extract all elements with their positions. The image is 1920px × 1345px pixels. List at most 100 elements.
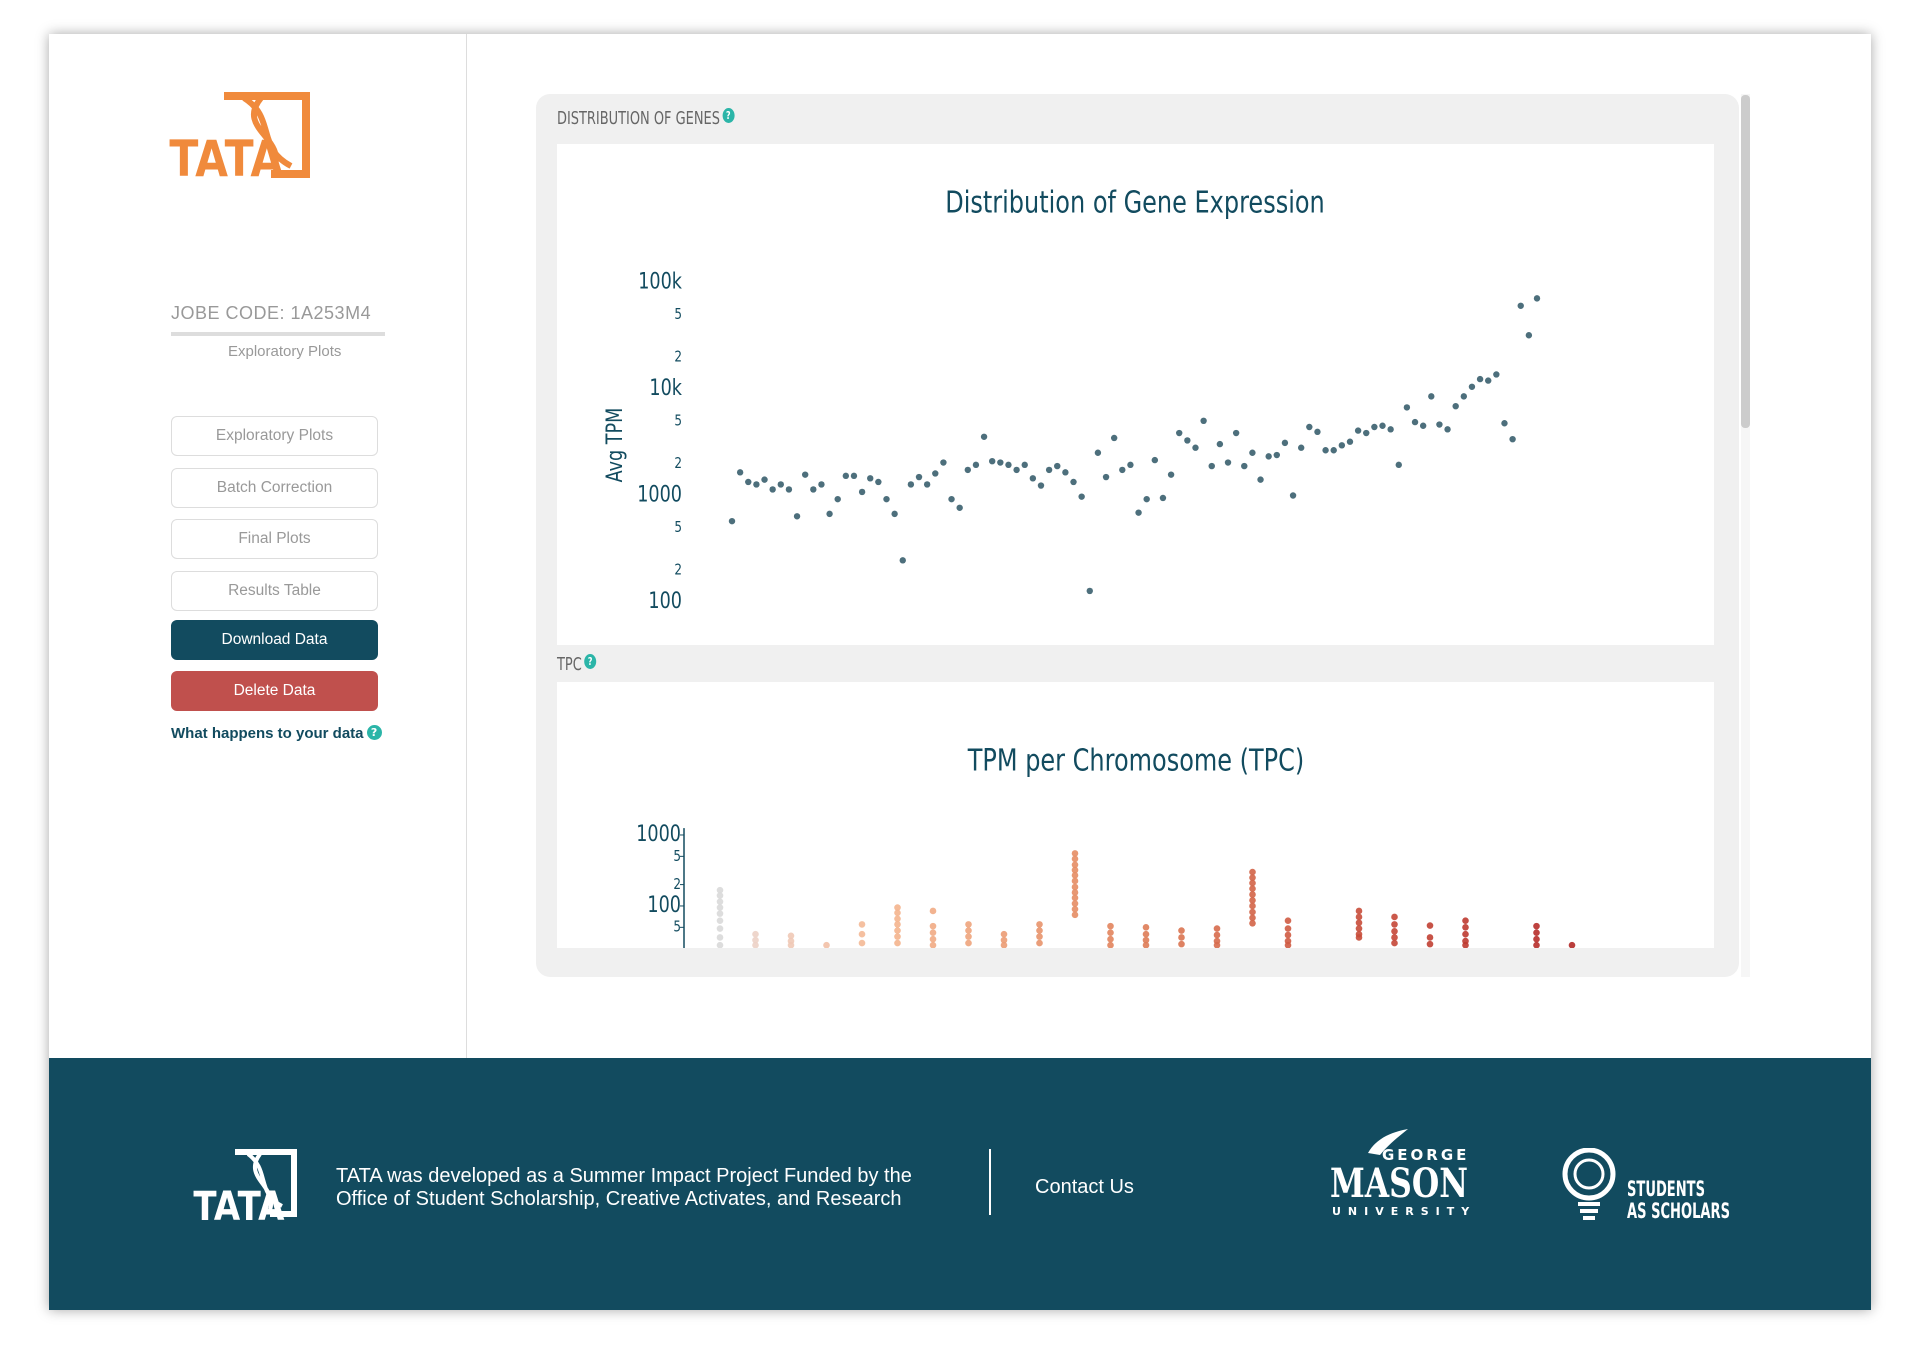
- point: [1071, 850, 1079, 857]
- point: [1127, 461, 1134, 469]
- nav-button[interactable]: Batch Correction: [171, 468, 378, 508]
- point: [716, 892, 724, 899]
- point: [1119, 466, 1126, 474]
- point: [875, 478, 882, 486]
- point: [1070, 478, 1077, 486]
- help-icon[interactable]: ?: [722, 108, 735, 123]
- point: [1533, 929, 1540, 937]
- point: [1338, 442, 1346, 449]
- logo-helix: [246, 1152, 283, 1211]
- point: [1249, 891, 1256, 898]
- point: [1071, 861, 1079, 869]
- point: [894, 939, 901, 947]
- footer-logo: TATA: [193, 1149, 297, 1223]
- y-tick-label: 2: [673, 876, 681, 894]
- point: [842, 472, 850, 480]
- point: [1330, 447, 1337, 454]
- help-icon[interactable]: ?: [584, 654, 597, 669]
- logo-text: TATA: [193, 1183, 284, 1223]
- point: [1071, 872, 1079, 879]
- point: [1281, 439, 1289, 447]
- delete-button[interactable]: Delete Data: [171, 671, 378, 711]
- y-tick-label: 100k: [638, 269, 682, 294]
- point: [1107, 922, 1114, 930]
- data-info-link[interactable]: What happens to your data: [171, 725, 364, 742]
- point: [1426, 922, 1434, 929]
- nav-button[interactable]: Exploratory Plots: [171, 416, 378, 456]
- point: [736, 469, 744, 476]
- point: [997, 459, 1004, 466]
- point: [1355, 934, 1363, 941]
- y-tick-label: 5: [674, 519, 682, 537]
- chart-title: Distribution of Gene Expression: [945, 186, 1325, 220]
- scroll-track: [1741, 94, 1750, 977]
- point: [1062, 469, 1069, 476]
- point: [1460, 393, 1468, 400]
- point: [1208, 462, 1215, 470]
- point: [1037, 482, 1045, 489]
- y-tick-label: 5: [674, 412, 682, 430]
- point: [929, 907, 937, 915]
- point: [1000, 930, 1008, 938]
- point: [1306, 423, 1313, 431]
- point: [929, 929, 937, 937]
- point: [1249, 449, 1256, 456]
- point: [964, 466, 972, 474]
- y-tick-label: 1000: [636, 821, 681, 846]
- point: [1265, 453, 1272, 460]
- point: [965, 921, 972, 928]
- point: [1036, 921, 1043, 928]
- point: [752, 941, 759, 948]
- point: [1249, 902, 1256, 910]
- point: [1029, 475, 1037, 482]
- point: [1071, 866, 1079, 874]
- point: [1322, 447, 1329, 454]
- y-axis-label: Avg TPM: [602, 408, 627, 483]
- point: [1071, 905, 1079, 913]
- bulb-base: [1578, 1202, 1600, 1220]
- point: [1135, 509, 1142, 516]
- point: [1213, 941, 1221, 948]
- point: [1110, 434, 1118, 442]
- point: [1568, 941, 1576, 948]
- point: [858, 930, 866, 938]
- point: [1363, 429, 1370, 437]
- point: [1501, 420, 1508, 427]
- point: [1509, 435, 1516, 443]
- point: [716, 886, 724, 894]
- point: [1213, 925, 1221, 932]
- current-page: Exploratory Plots: [228, 343, 342, 360]
- point: [1468, 383, 1476, 390]
- point: [716, 898, 724, 905]
- data-info[interactable]: What happens to your data?: [171, 725, 382, 742]
- point: [1391, 939, 1398, 947]
- point: [753, 481, 760, 488]
- mason-name: MASON: [1330, 1160, 1468, 1207]
- point: [1036, 927, 1043, 934]
- point: [1371, 423, 1378, 431]
- point: [894, 921, 901, 928]
- point: [1178, 927, 1185, 934]
- y-tick-label: 5: [674, 306, 682, 324]
- point: [867, 475, 874, 482]
- point: [1452, 402, 1459, 410]
- point: [1284, 941, 1292, 948]
- download-button[interactable]: Download Data: [171, 620, 378, 660]
- point: [965, 927, 972, 934]
- scroll-thumb[interactable]: [1741, 95, 1750, 428]
- point: [894, 933, 901, 940]
- help-icon[interactable]: ?: [366, 725, 382, 740]
- sidebar-logo[interactable]: TATA: [166, 88, 316, 183]
- point: [1107, 935, 1114, 943]
- nav-button[interactable]: Results Table: [171, 571, 378, 611]
- point: [1517, 302, 1524, 309]
- point: [1013, 466, 1020, 474]
- point: [716, 917, 724, 925]
- contact-link[interactable]: Contact Us: [1035, 1176, 1134, 1198]
- nav-button[interactable]: Final Plots: [171, 519, 378, 559]
- panel-title: TPC: [557, 654, 582, 675]
- chart: Distribution of Gene Expression 100 2 5 1000…: [602, 186, 1541, 614]
- point: [1142, 930, 1150, 938]
- point: [785, 486, 793, 493]
